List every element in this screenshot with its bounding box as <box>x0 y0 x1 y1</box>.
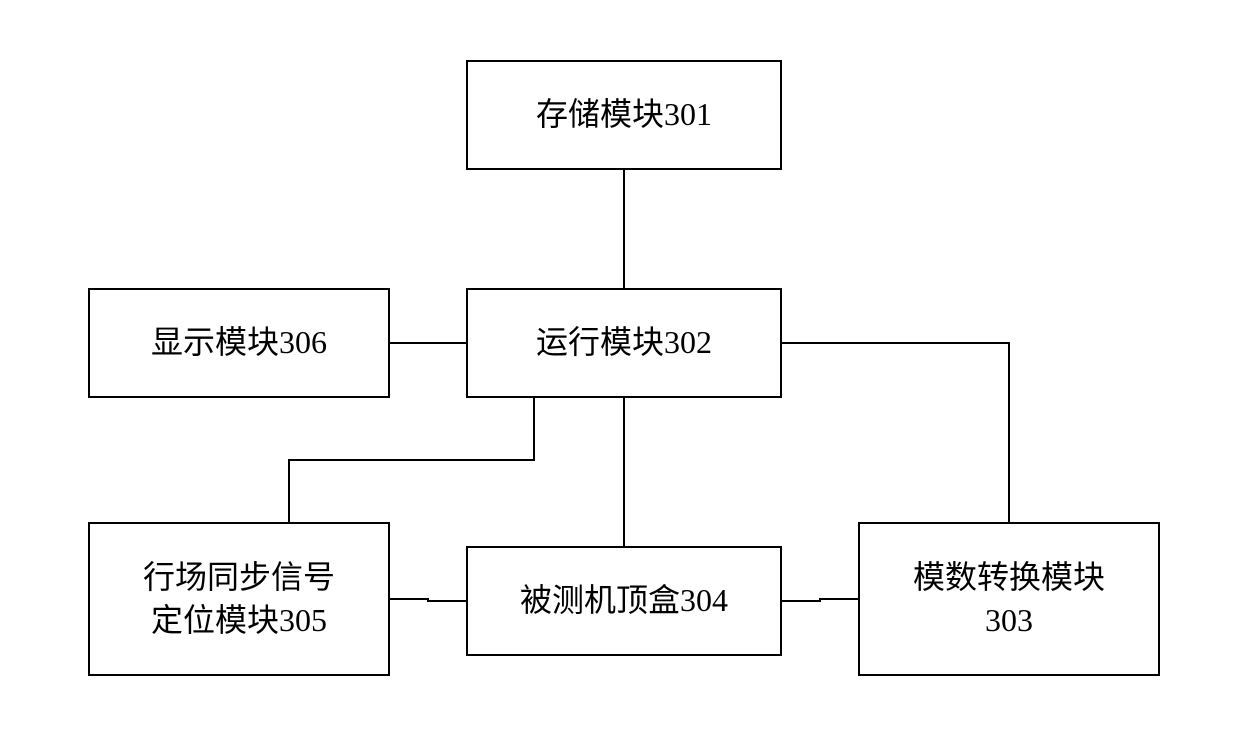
node-display-306: 显示模块306 <box>88 288 390 398</box>
diagram-canvas: 存储模块301 运行模块302 显示模块306 行场同步信号 定位模块305 被… <box>0 0 1240 742</box>
node-label: 显示模块306 <box>151 321 327 364</box>
node-adc-303: 模数转换模块 303 <box>858 522 1160 676</box>
edge <box>289 398 534 522</box>
edge <box>390 599 466 601</box>
node-label: 存储模块301 <box>536 93 712 136</box>
edge <box>782 343 1009 522</box>
node-storage-301: 存储模块301 <box>466 60 782 170</box>
node-label: 运行模块302 <box>536 321 712 364</box>
node-label: 行场同步信号 定位模块305 <box>143 556 335 642</box>
node-stb-304: 被测机顶盒304 <box>466 546 782 656</box>
node-label: 模数转换模块 303 <box>913 556 1105 642</box>
node-label: 被测机顶盒304 <box>520 579 728 622</box>
node-sync-305: 行场同步信号 定位模块305 <box>88 522 390 676</box>
node-run-302: 运行模块302 <box>466 288 782 398</box>
edge <box>782 599 858 601</box>
